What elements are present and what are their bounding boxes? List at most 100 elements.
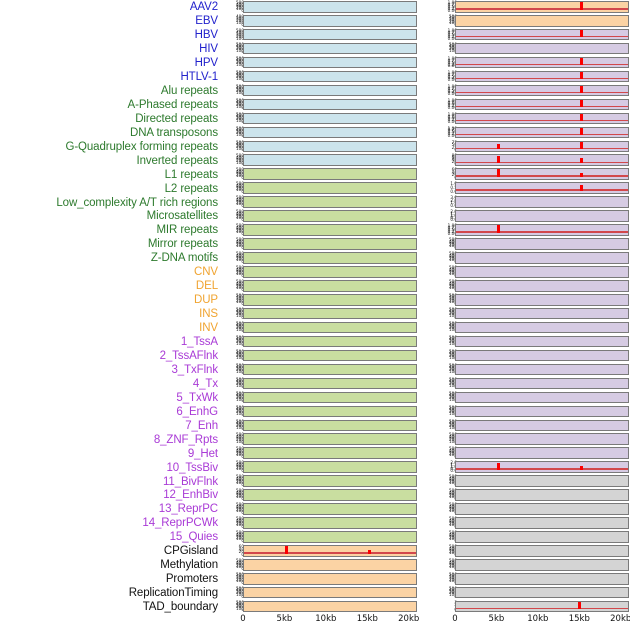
y-tick-label-left: 200: [236, 367, 244, 373]
y-tick-label-right: 400: [449, 420, 457, 426]
y-tick-label-right: 1.00: [447, 55, 457, 61]
y-tick-label-left: 400: [236, 210, 244, 216]
density-bar: [579, 157, 583, 164]
y-tick-label-left: 200: [236, 381, 244, 387]
track-panel-right: [455, 461, 629, 473]
y-tick-label-left: 500: [236, 279, 244, 284]
y-tick-label-left: 500: [236, 139, 244, 145]
y-tick-label-right: 400: [449, 517, 457, 523]
y-tick-label-right: 500: [449, 516, 457, 522]
y-tick-label-left: 200: [236, 199, 244, 205]
density-bar: [579, 141, 583, 150]
y-tick-label-right: 0.25: [447, 61, 457, 67]
x-tick-label-right: 15kb: [568, 614, 590, 624]
y-tick-label-right: 500: [449, 265, 457, 271]
y-tick-label-right: 200: [449, 325, 457, 331]
track-panel-right: [455, 280, 629, 292]
y-tick-label-right: 0.50: [447, 115, 457, 121]
y-tick-label-left: 300: [236, 463, 244, 469]
y-tick-label-left: 100: [236, 312, 244, 318]
y-tick-label-left: 200: [236, 255, 244, 261]
density-bar: [579, 113, 583, 122]
y-tick-label-left: 500: [236, 292, 244, 298]
y-tick-label-left: 200: [236, 60, 244, 66]
y-tick-label-left: 200: [236, 339, 244, 345]
panel-baseline: [456, 105, 628, 108]
y-tick-label-left: 0: [241, 566, 244, 571]
y-tick-label-right: 1.0: [450, 200, 457, 206]
y-tick-label-left: 0: [241, 357, 244, 361]
y-tick-label-right: 500: [449, 571, 457, 577]
y-tick-label-left: 500: [236, 460, 244, 466]
y-tick-label-left: 200: [236, 423, 244, 429]
y-tick-label-right: 500: [449, 502, 457, 508]
track-panel-left: [243, 70, 417, 83]
y-tick-label-right: 60: [452, 156, 457, 160]
y-tick-label-left: 100: [236, 480, 244, 486]
y-tick-label-right: 300: [449, 268, 457, 274]
y-tick-label-right: 200: [449, 283, 457, 289]
y-tick-label-right: 400: [449, 447, 457, 453]
y-tick-label-right: 200: [449, 395, 457, 401]
y-tick-label-right: 500: [449, 432, 457, 438]
y-tick-label-left: 500: [236, 376, 244, 382]
y-tick-label-left: 0: [241, 385, 244, 389]
y-tick-label-left: 500: [236, 446, 244, 452]
y-tick-label-left: 400: [236, 182, 244, 188]
y-tick-label-left: 500: [236, 181, 244, 187]
track-panel-left: [243, 475, 417, 487]
y-tick-label-left: 100: [236, 229, 244, 235]
y-tick-label-left: 500: [236, 390, 244, 396]
y-tick-label-left: 400: [236, 601, 244, 607]
y-tick-label-left: 200: [236, 478, 244, 484]
y-tick-label-left: 200: [236, 311, 244, 317]
y-tick-label-left: 300: [236, 156, 244, 162]
y-tick-label-left: 20: [238, 549, 244, 555]
y-tick-label-right: 500: [449, 404, 457, 410]
y-tick-label-left: 300: [236, 421, 244, 427]
y-tick-label-left: 500: [236, 167, 244, 173]
y-tick-label-right: 0.50: [447, 3, 457, 9]
y-tick-label-right: 300: [449, 44, 457, 50]
y-tick-label-left: 200: [236, 116, 244, 122]
y-tick-label-right: 200: [449, 381, 457, 387]
y-tick-label-right: 0.5: [450, 466, 457, 472]
y-tick-label-right: 0.0: [450, 467, 457, 473]
panel-baseline: [456, 147, 628, 150]
y-tick-label-right: 100: [449, 550, 457, 556]
y-tick-label-right: 400: [449, 378, 457, 384]
y-tick-label-left: 500: [236, 265, 244, 271]
y-tick-label-right: 100: [449, 564, 457, 570]
y-tick-label-left: 400: [236, 99, 244, 105]
y-tick-label-left: 0: [241, 454, 244, 459]
density-bar: [496, 463, 500, 470]
track-panel-left: [243, 377, 417, 390]
track-panel-left: [243, 586, 417, 599]
y-tick-label-left: 200: [236, 450, 244, 456]
y-tick-label-left: 200: [236, 353, 244, 359]
y-tick-label-left: 400: [236, 559, 244, 565]
y-tick-label-left: 100: [236, 564, 244, 570]
track-panel-left: [243, 405, 417, 418]
y-tick-label-left: 100: [236, 35, 244, 41]
track-panel-left: [243, 349, 417, 362]
y-tick-label-left: 0: [241, 175, 244, 180]
x-tick-label-right: 10kb: [527, 614, 549, 624]
row-label-hiv: HIV: [199, 43, 218, 56]
y-tick-label-left: 500: [236, 125, 244, 131]
track-panel-right: [455, 56, 629, 69]
y-tick-label-right: 0.75: [447, 29, 457, 35]
y-tick-label-left: 400: [236, 252, 244, 258]
y-tick-label-left: 300: [236, 72, 244, 78]
track-panel-left: [243, 307, 417, 320]
y-tick-label-left: 400: [236, 294, 244, 300]
y-tick-label-left: 0: [241, 608, 244, 612]
y-tick-label-right: 0.50: [447, 129, 457, 135]
y-tick-label-left: 0: [241, 426, 244, 431]
y-tick-label-left: 500: [236, 111, 244, 117]
track-panel-right: [455, 252, 629, 264]
track-panel-left: [243, 98, 417, 111]
y-tick-label-left: 300: [236, 588, 244, 594]
y-tick-label-right: 400: [449, 475, 457, 481]
track-panel-left: [243, 14, 417, 27]
